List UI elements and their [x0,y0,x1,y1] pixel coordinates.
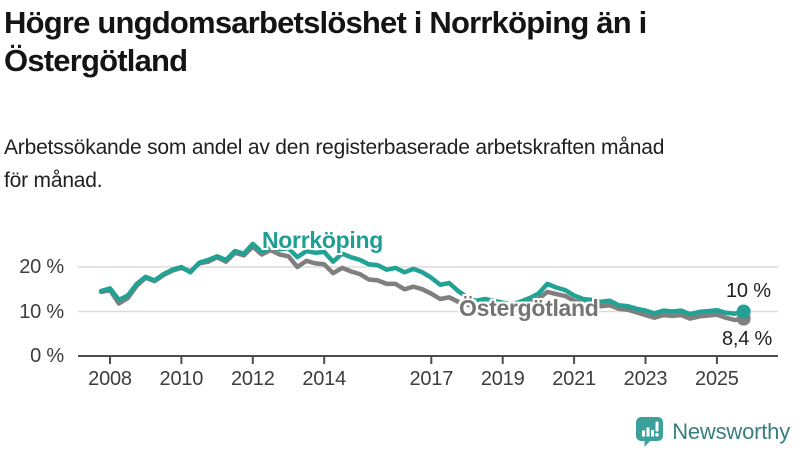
page-title-line1: Högre ungdomsarbetslöshet i Norrköping ä… [4,5,647,40]
exclamation-dot [655,433,659,437]
x-tick-label-2023: 2023 [623,368,668,390]
exclamation-line [655,421,659,432]
page-subtitle-line2: för månad. [4,169,103,192]
x-tick-label-2021: 2021 [552,368,596,390]
series-label-ostergotland: Östergötland [459,295,599,321]
y-tick-label-10: 10 % [19,300,64,323]
y-tick-label-20: 20 % [19,256,64,278]
newsworthy-wordmark: Newsworthy [672,419,790,444]
end-value-norrkoping: 10 % [726,280,771,302]
x-tick-label-2010: 2010 [159,368,204,390]
x-tick-label-2008: 2008 [88,368,132,390]
series-label-norrkoping: Norrköping [262,227,383,253]
x-tick-label-2017: 2017 [409,368,454,390]
newsworthy-icon [636,417,664,447]
x-tick-label-2025: 2025 [695,368,739,390]
page-title-line2: Östergötland [4,43,188,78]
bar-2 [646,427,650,437]
bar-1 [642,430,646,437]
x-tick-label-2012: 2012 [230,368,275,390]
x-tick-label-2014: 2014 [302,368,347,390]
end-value-ostergotland: 8,4 % [722,328,773,350]
end-dot-norrköping [736,304,751,319]
newsworthy-logo: Newsworthy [636,416,790,448]
page-subtitle-line1: Arbetssökande som andel av den registerb… [4,136,665,159]
y-tick-label-0: 0 % [30,345,64,367]
page-subtitle: Arbetssökande som andel av den registerb… [4,131,784,197]
page-title: Högre ungdomsarbetslöshet i Norrköping ä… [4,4,774,80]
bar-3 [651,430,655,437]
line-norrköping [98,241,746,317]
x-tick-label-2019: 2019 [480,368,525,390]
